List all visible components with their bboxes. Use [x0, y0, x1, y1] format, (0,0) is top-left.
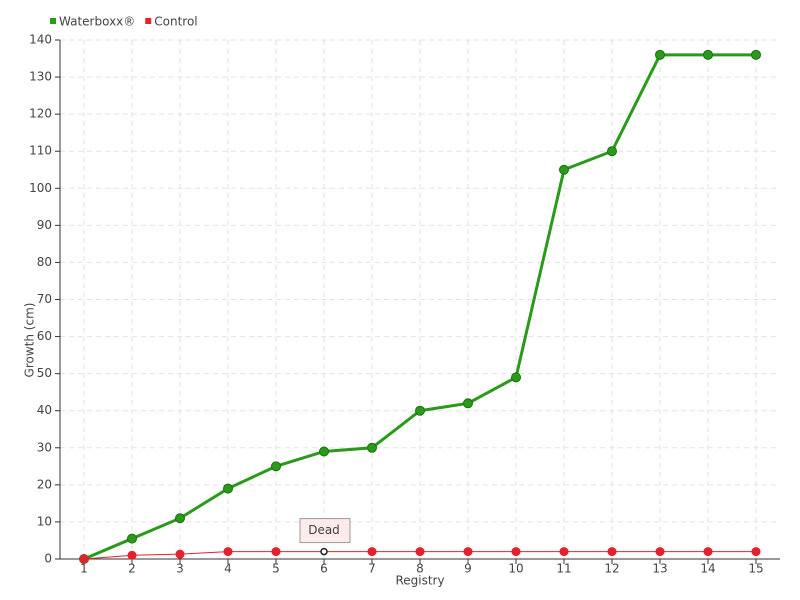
x-tick-label: 4: [224, 562, 232, 576]
annotation: Dead: [308, 523, 340, 537]
data-point: [127, 533, 137, 544]
data-point: [127, 550, 137, 560]
y-axis-label: Growth (cm): [23, 303, 37, 378]
x-axis-label: Registry: [395, 574, 444, 588]
data-point: [607, 547, 617, 557]
y-tick-label: 80: [37, 255, 52, 269]
x-tick-label: 8: [416, 562, 424, 576]
data-point: [223, 483, 233, 494]
data-point: [415, 547, 425, 557]
y-tick-label: 50: [37, 366, 52, 380]
y-tick-label: 70: [37, 292, 52, 306]
data-point: [367, 547, 377, 557]
legend-swatch: [50, 18, 56, 24]
data-point: [559, 547, 569, 557]
data-point: [607, 146, 617, 157]
x-tick-label: 5: [272, 562, 280, 576]
y-tick-label: 110: [29, 144, 52, 158]
data-point: [463, 547, 473, 557]
y-tick-label: 130: [29, 70, 52, 84]
y-tick-label: 90: [37, 218, 52, 232]
data-point: [511, 372, 521, 383]
x-tick-label: 3: [176, 562, 184, 576]
y-tick-label: 100: [29, 181, 52, 195]
legend-label: Control: [154, 15, 197, 29]
x-tick-label: 1: [80, 562, 88, 576]
data-point: [655, 49, 665, 60]
y-tick-label: 0: [44, 552, 52, 566]
x-tick-label: 6: [320, 562, 328, 576]
data-point: [319, 446, 329, 457]
x-tick-label: 12: [604, 562, 619, 576]
data-point: [320, 547, 328, 556]
y-tick-label: 30: [37, 440, 52, 454]
data-point: [751, 547, 761, 557]
data-point: [175, 549, 185, 559]
x-tick-label: 9: [464, 562, 472, 576]
data-point: [655, 547, 665, 557]
legend-label: Waterboxx®: [59, 15, 135, 29]
y-tick-label: 40: [37, 403, 52, 417]
y-tick-label: 20: [37, 477, 52, 491]
legend-swatch: [145, 18, 152, 24]
data-point: [463, 398, 473, 409]
y-tick-label: 120: [29, 107, 52, 121]
data-point: [415, 405, 425, 416]
y-tick-label: 140: [29, 33, 52, 47]
data-point: [223, 547, 233, 557]
data-point: [751, 49, 761, 60]
data-point: [271, 461, 281, 472]
data-point: [271, 547, 281, 557]
x-tick-label: 10: [508, 562, 523, 576]
data-point: [175, 513, 185, 524]
data-point: [703, 49, 713, 60]
data-point: [703, 547, 713, 557]
annotation-box: [299, 518, 351, 544]
data-point: [559, 164, 569, 175]
x-tick-label: 2: [128, 562, 136, 576]
x-tick-label: 11: [556, 562, 571, 576]
data-point: [79, 554, 89, 564]
data-point: [511, 547, 521, 557]
data-point: [367, 442, 377, 453]
x-tick-label: 7: [368, 562, 376, 576]
x-tick-label: 14: [700, 562, 715, 576]
y-tick-label: 10: [37, 514, 52, 528]
y-tick-label: 60: [37, 329, 52, 343]
x-tick-label: 13: [652, 562, 667, 576]
x-tick-label: 15: [748, 562, 763, 576]
